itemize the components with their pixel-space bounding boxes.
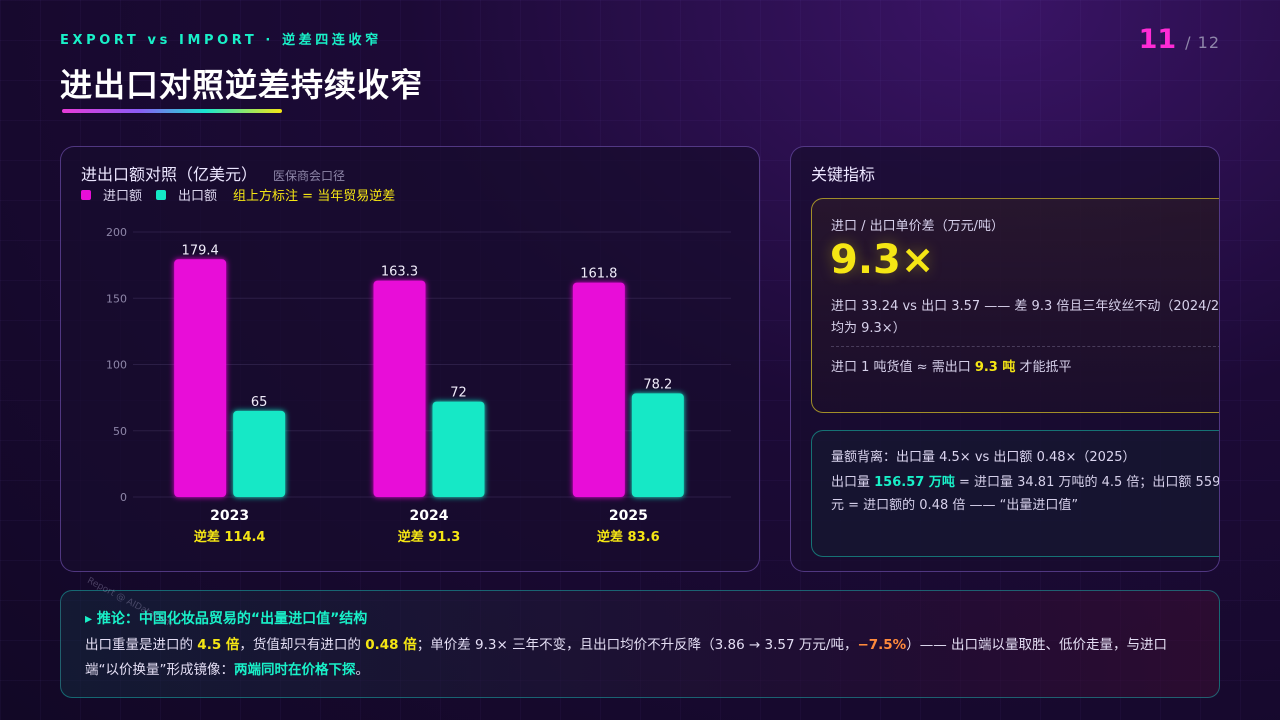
conclusion-text: 。 bbox=[355, 662, 370, 678]
deficit-label: 逆差 83.6 bbox=[597, 529, 660, 545]
conclusion-body: 出口重量是进口的 4.5 倍，货值却只有进口的 0.48 倍；单价差 9.3× … bbox=[85, 633, 1205, 683]
page-indicator: 11 / 12 bbox=[1139, 24, 1220, 55]
conclusion-text: ；单价差 9.3× 三年不变，且出口均价不升反降（3.86 → 3.57 万元/… bbox=[416, 637, 858, 653]
chart-legend: 进口额 出口额 组上方标注 = 当年贸易逆差 bbox=[81, 185, 395, 204]
metrics-title: 关键指标 bbox=[811, 165, 876, 184]
legend-label-import: 进口额 bbox=[103, 189, 143, 204]
bar-value-label: 161.8 bbox=[580, 267, 617, 282]
chart-title: 进出口额对照（亿美元） 医保商会口径 bbox=[81, 161, 345, 185]
volume-value-card: 量额背离：出口量 4.5× vs 出口额 0.48×（2025） 出口量 156… bbox=[811, 430, 1220, 557]
conclusion-title: ▸ 推论：中国化妆品贸易的“出量进口值”结构 bbox=[85, 611, 368, 627]
metrics-panel: 关键指标 进口 / 出口单价差（万元/吨） 9.3× 进口 33.24 vs 出… bbox=[790, 146, 1220, 572]
legend-note: 组上方标注 = 当年贸易逆差 bbox=[233, 189, 396, 204]
unit-price-desc-line: 均为 9.3×） bbox=[831, 321, 906, 336]
title-underline bbox=[62, 109, 282, 113]
bar-import bbox=[572, 282, 625, 497]
bar-value-label: 163.3 bbox=[381, 265, 418, 280]
chart-panel: 0 50 100 150 200 179.4 65 2023 逆差 114.4 163.3 72 20… bbox=[60, 146, 760, 572]
bar-export bbox=[233, 410, 286, 497]
x-category-label: 2025 bbox=[609, 508, 648, 524]
legend-swatch-import bbox=[81, 189, 91, 200]
conclusion-line: 端“以价换量”形成镜像：两端同时在价格下探。 bbox=[85, 658, 1205, 683]
conclusion-highlight: −7.5% bbox=[857, 637, 907, 653]
bar-import bbox=[174, 259, 227, 497]
unit-price-label: 进口 / 出口单价差（万元/吨） bbox=[831, 219, 1005, 234]
bar-export bbox=[631, 393, 684, 497]
conclusion-line: 出口重量是进口的 4.5 倍，货值却只有进口的 0.48 倍；单价差 9.3× … bbox=[85, 633, 1205, 658]
page-total: / 12 bbox=[1185, 33, 1220, 52]
conclusion-text: 出口重量是进口的 bbox=[85, 637, 198, 653]
footnote-text: 进口 1 吨货值 ≈ 需出口 bbox=[831, 360, 975, 375]
footnote-text: 才能抵平 bbox=[1015, 360, 1072, 375]
conclusion-box: ▸ 推论：中国化妆品贸易的“出量进口值”结构 出口重量是进口的 4.5 倍，货值… bbox=[60, 590, 1220, 698]
bar-export bbox=[432, 401, 485, 497]
chart-subtitle: 医保商会口径 bbox=[273, 169, 346, 183]
page-current: 11 bbox=[1138, 24, 1177, 55]
bar-import bbox=[373, 280, 426, 497]
volume-text: 出口量 bbox=[831, 475, 875, 490]
bar-chart: 0 50 100 150 200 179.4 65 2023 逆差 114.4 163.3 72 20… bbox=[106, 226, 731, 545]
bar-value-label: 179.4 bbox=[182, 243, 219, 258]
slide-title: 进出口对照逆差持续收窄 bbox=[60, 66, 424, 104]
conclusion-text: ，货值却只有进口的 bbox=[239, 637, 366, 653]
bar-value-label: 72 bbox=[450, 386, 467, 401]
bar-value-label: 78.2 bbox=[643, 377, 672, 392]
y-tick-label: 150 bbox=[106, 292, 127, 305]
unit-price-footnote: 进口 1 吨货值 ≈ 需出口 9.3 吨 才能抵平 bbox=[831, 356, 1072, 375]
conclusion-text: 端“以价换量”形成镜像： bbox=[85, 662, 234, 678]
unit-price-value: 9.3× bbox=[830, 237, 935, 283]
deficit-label: 逆差 114.4 bbox=[194, 529, 266, 545]
legend-swatch-export bbox=[156, 189, 167, 200]
unit-price-card: 进口 / 出口单价差（万元/吨） 9.3× 进口 33.24 vs 出口 3.5… bbox=[811, 198, 1220, 413]
x-category-label: 2023 bbox=[210, 508, 249, 524]
volume-card-line: 出口量 156.57 万吨 = 进口量 34.81 万吨的 4.5 倍；出口额 … bbox=[831, 471, 1220, 494]
chart-title-text: 进出口额对照（亿美元） bbox=[81, 165, 258, 184]
volume-highlight: 156.57 万吨 bbox=[874, 475, 955, 490]
volume-card-desc: 出口量 156.57 万吨 = 进口量 34.81 万吨的 4.5 倍；出口额 … bbox=[831, 471, 1220, 517]
section-kicker: EXPORT vs IMPORT · 逆差四连收窄 bbox=[60, 33, 382, 48]
volume-text: = 进口量 34.81 万吨的 4.5 倍；出口额 559. bbox=[954, 475, 1220, 490]
conclusion-text: ）—— 出口端以量取胜、低价走量，与进口 bbox=[906, 637, 1168, 653]
legend-label-export: 出口额 bbox=[178, 189, 218, 204]
footnote-highlight: 9.3 吨 bbox=[974, 360, 1016, 375]
conclusion-highlight: 4.5 倍 bbox=[197, 637, 240, 653]
volume-card-line: 元 = 进口额的 0.48 倍 —— “出量进口值” bbox=[831, 498, 1079, 513]
y-tick-label: 50 bbox=[113, 425, 127, 438]
x-category-label: 2024 bbox=[410, 508, 449, 524]
y-tick-label: 200 bbox=[106, 226, 127, 239]
y-tick-label: 100 bbox=[106, 359, 127, 372]
volume-card-title: 量额背离：出口量 4.5× vs 出口额 0.48×（2025） bbox=[831, 450, 1136, 465]
bar-value-label: 65 bbox=[251, 395, 268, 410]
unit-price-desc: 进口 33.24 vs 出口 3.57 —— 差 9.3 倍且三年纹丝不动（20… bbox=[831, 296, 1220, 340]
conclusion-highlight: 两端同时在价格下探 bbox=[234, 662, 356, 678]
y-tick-label: 0 bbox=[120, 491, 127, 504]
deficit-label: 逆差 91.3 bbox=[398, 529, 461, 545]
unit-price-desc-line: 进口 33.24 vs 出口 3.57 —— 差 9.3 倍且三年纹丝不动（20… bbox=[831, 299, 1220, 314]
conclusion-highlight: 0.48 倍 bbox=[365, 637, 417, 653]
card-divider bbox=[831, 346, 1219, 347]
